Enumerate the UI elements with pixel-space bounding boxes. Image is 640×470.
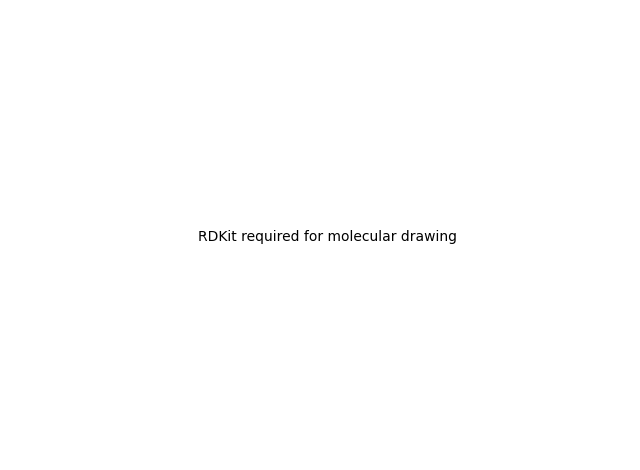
Text: RDKit required for molecular drawing: RDKit required for molecular drawing	[198, 230, 458, 244]
